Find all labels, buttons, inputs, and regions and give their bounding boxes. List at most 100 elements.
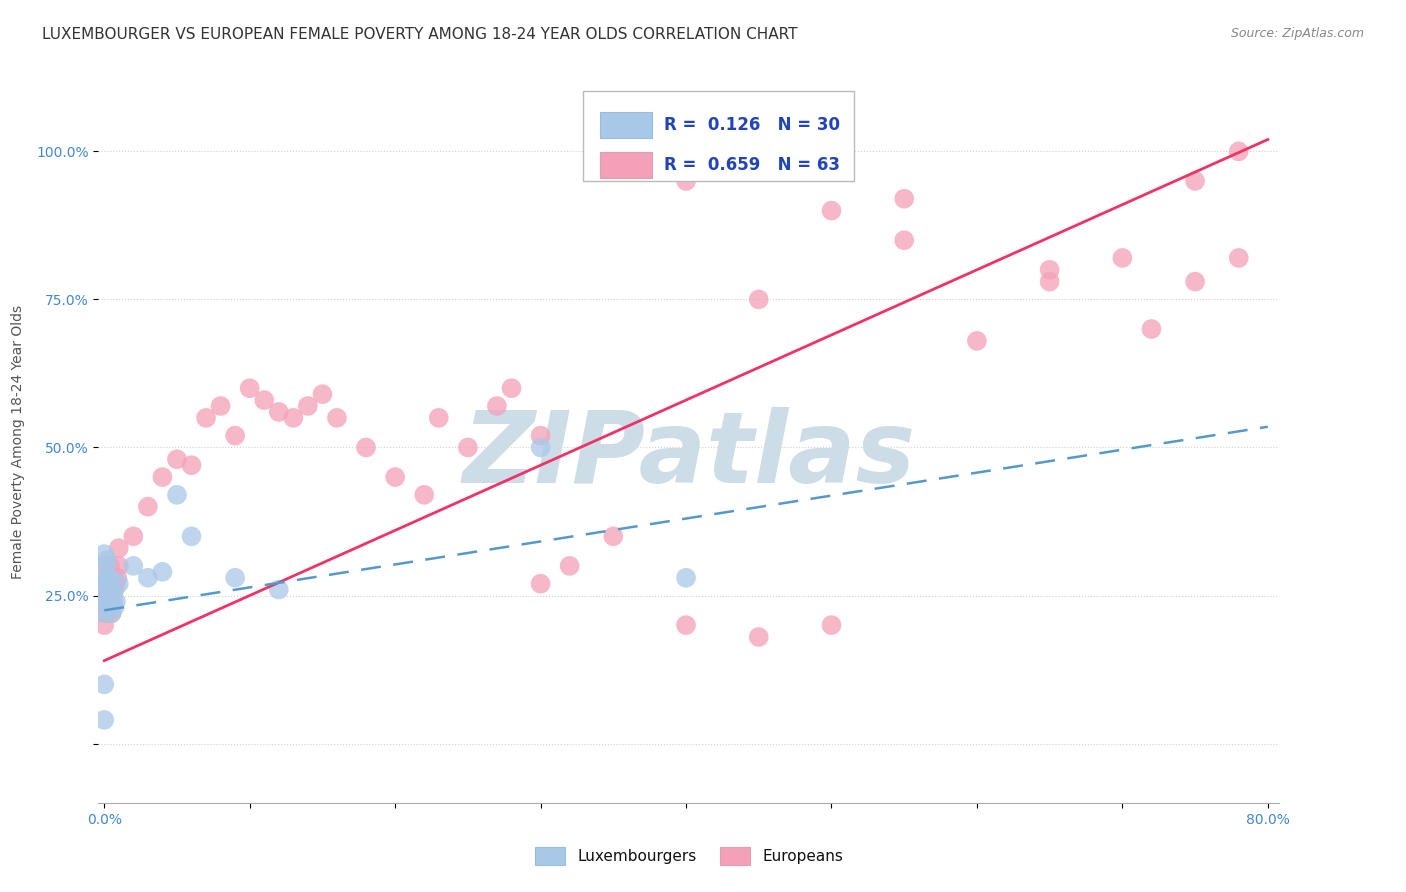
Point [224,428,246,442]
Point [101,589,124,603]
Point [93,576,115,591]
Point [354,441,377,455]
Point [98,589,121,603]
Point [93,547,115,561]
Text: ZIPatlas: ZIPatlas [463,408,915,505]
Point [94,558,117,573]
Point [1140,322,1163,336]
Text: R =  0.659   N = 63: R = 0.659 N = 63 [664,156,841,174]
Point [94,594,117,608]
Point [529,576,551,591]
Point [180,458,202,473]
Point [311,387,333,401]
Point [100,607,122,621]
Point [283,410,305,425]
Point [94,607,117,621]
Point [104,594,127,608]
Point [384,470,406,484]
Point [100,582,122,597]
Point [297,399,319,413]
Point [209,399,232,413]
Point [96,553,118,567]
Point [98,594,121,608]
Point [94,571,117,585]
Text: R =  0.126   N = 30: R = 0.126 N = 30 [664,116,841,134]
FancyBboxPatch shape [600,112,652,137]
Point [748,293,770,307]
Point [122,558,145,573]
Point [820,618,842,632]
Point [166,452,188,467]
Point [558,558,581,573]
Point [326,410,349,425]
FancyBboxPatch shape [582,91,855,181]
Point [107,576,129,591]
Point [94,582,117,597]
Point [180,529,202,543]
Point [107,558,129,573]
Point [1184,275,1206,289]
Point [166,488,188,502]
Point [195,410,218,425]
Point [820,203,842,218]
Point [675,174,697,188]
Point [100,571,122,585]
Point [152,565,174,579]
Point [529,428,551,442]
Point [267,405,290,419]
Text: LUXEMBOURGER VS EUROPEAN FEMALE POVERTY AMONG 18-24 YEAR OLDS CORRELATION CHART: LUXEMBOURGER VS EUROPEAN FEMALE POVERTY … [42,27,797,42]
Point [97,600,120,615]
Point [104,576,127,591]
Point [96,571,118,585]
Point [966,334,988,348]
Point [107,541,129,556]
Point [224,571,246,585]
Point [103,600,125,615]
Point [93,607,115,621]
Point [1039,262,1062,277]
Point [96,589,118,603]
Point [96,600,118,615]
Point [93,677,115,691]
Point [1227,251,1250,265]
Point [239,381,262,395]
Point [93,558,115,573]
Point [98,558,121,573]
Point [100,607,122,621]
Point [152,470,174,484]
Point [893,192,915,206]
Y-axis label: Female Poverty Among 18-24 Year Olds: Female Poverty Among 18-24 Year Olds [11,304,25,579]
Point [485,399,508,413]
Point [748,630,770,644]
Point [101,594,124,608]
Point [501,381,523,395]
Point [136,571,159,585]
FancyBboxPatch shape [600,153,652,178]
Point [97,576,120,591]
Point [98,571,121,585]
Point [253,393,276,408]
Point [413,488,436,502]
Point [602,529,624,543]
Point [704,156,727,170]
Point [675,618,697,632]
Text: Source: ZipAtlas.com: Source: ZipAtlas.com [1230,27,1364,40]
Point [93,618,115,632]
Point [1227,145,1250,159]
Point [105,571,128,585]
Point [1111,251,1133,265]
Point [457,441,479,455]
Point [93,594,115,608]
Point [675,571,697,585]
Point [427,410,450,425]
Point [1039,275,1062,289]
Point [97,576,120,591]
Legend: Luxembourgers, Europeans: Luxembourgers, Europeans [529,841,849,871]
Point [136,500,159,514]
Point [529,441,551,455]
Point [267,582,290,597]
Point [103,582,125,597]
Point [97,589,120,603]
Point [893,233,915,247]
Point [122,529,145,543]
